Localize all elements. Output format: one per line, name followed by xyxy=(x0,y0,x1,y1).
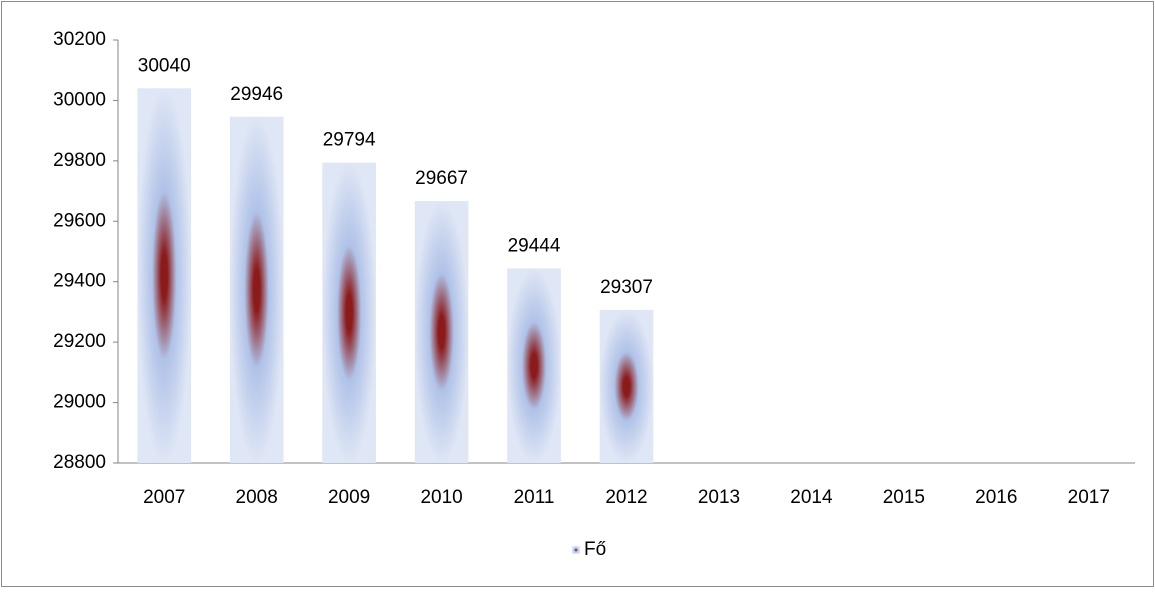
x-tick-label: 2011 xyxy=(514,487,555,508)
x-tick-label: 2015 xyxy=(883,487,925,508)
bar xyxy=(599,309,654,463)
x-tick-label: 2012 xyxy=(605,487,647,508)
bar xyxy=(322,162,376,464)
x-tick-label: 2007 xyxy=(143,487,185,508)
bar xyxy=(229,116,284,463)
y-tick-label: 29400 xyxy=(53,271,106,292)
x-tick-label: 2009 xyxy=(328,487,370,508)
x-tick-label: 2017 xyxy=(1068,487,1110,508)
data-label: 29794 xyxy=(323,130,376,151)
y-tick-label: 30200 xyxy=(53,29,106,50)
x-tick-label: 2008 xyxy=(236,487,278,508)
data-label: 29667 xyxy=(415,168,468,189)
y-tick-label: 29600 xyxy=(53,210,106,231)
data-label: 29444 xyxy=(508,235,561,256)
y-tick-label: 30000 xyxy=(53,89,106,110)
bar xyxy=(137,88,192,463)
data-label: 29946 xyxy=(230,84,283,105)
x-tick-label: 2016 xyxy=(975,487,1017,508)
x-tick-label: 2010 xyxy=(420,487,462,508)
x-tick-label: 2014 xyxy=(790,487,833,508)
y-tick-label: 29000 xyxy=(53,392,106,413)
data-label: 30040 xyxy=(138,55,191,76)
y-tick-label: 29800 xyxy=(53,150,106,171)
x-tick-label: 2013 xyxy=(698,487,740,508)
data-label: 29307 xyxy=(600,277,653,298)
y-tick-label: 28800 xyxy=(53,452,106,473)
y-tick-label: 29200 xyxy=(53,331,106,352)
legend-swatch xyxy=(572,546,580,554)
bar xyxy=(414,201,469,463)
bar xyxy=(507,268,561,463)
legend-label: Fő xyxy=(584,539,606,560)
